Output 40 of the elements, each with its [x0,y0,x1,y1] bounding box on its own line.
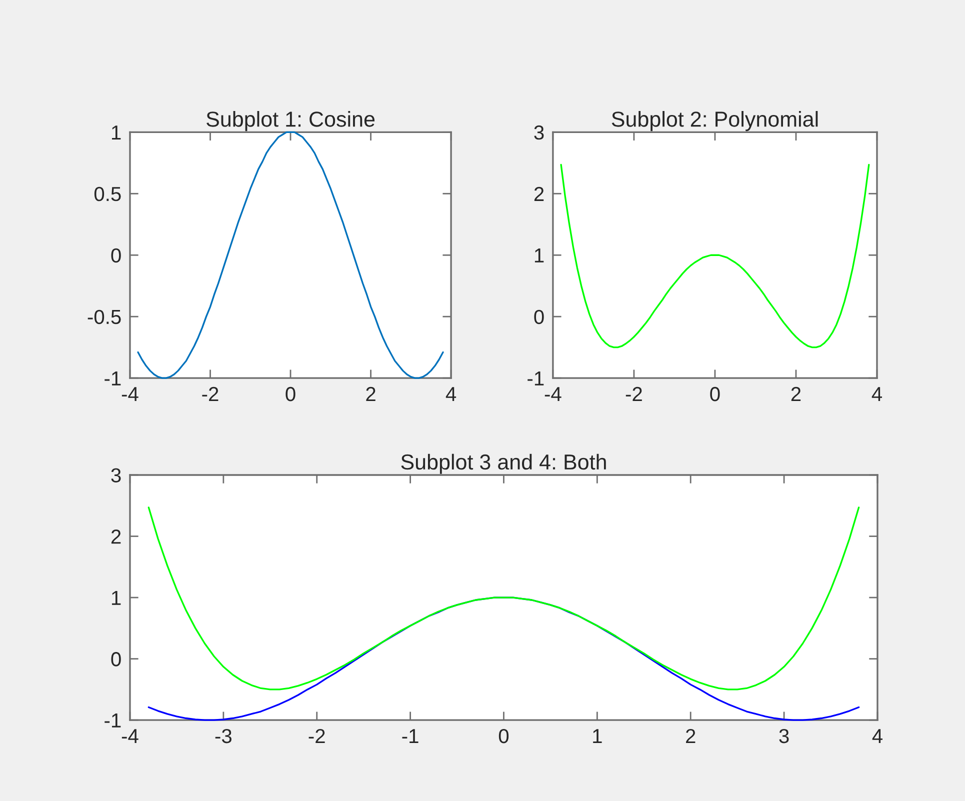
x-tick-label: -4 [122,729,138,744]
y-tick-label: 2 [534,186,544,201]
y-tick-label: 2 [111,530,121,544]
x-tick-label: -2 [202,386,218,401]
x-tick-label: 2 [366,386,376,401]
x-tick-label: 0 [710,386,720,402]
y-tick-label: 0 [534,310,544,324]
line-series [148,506,860,690]
x-tick-label: 2 [686,728,696,744]
x-tick-label: 1 [593,729,602,744]
line-series [137,131,444,379]
x-tick-label: -3 [215,728,232,744]
line-series [560,164,870,348]
x-tick-label: 3 [779,728,789,744]
y-tick-label: -0.5 [88,310,121,324]
x-tick-label: 0 [498,728,509,744]
x-tick-label: 4 [446,387,456,401]
y-tick-label: 3 [111,468,121,482]
chart-title: Subplot 1: Cosine [206,111,375,132]
x-tick-label: -2 [308,728,325,744]
chart-title: Subplot 3 and 4: Both [401,454,606,474]
y-tick-label: 0.5 [94,186,121,202]
x-tick-label: 4 [872,387,882,401]
y-tick-label: 0 [111,248,121,263]
y-tick-label: 1 [534,248,544,262]
chart-title: Subplot 2: Polynomial [612,111,818,132]
y-tick-label: 3 [534,125,544,140]
x-tick-label: 2 [791,386,801,401]
x-tick-label: -2 [626,386,642,401]
y-tick-label: -1 [104,714,121,728]
x-tick-label: 4 [872,729,882,744]
y-tick-label: -1 [528,372,544,386]
y-tick-label: 0 [111,652,121,666]
y-tick-label: 1 [112,126,121,140]
x-tick-label: -4 [544,387,562,401]
y-tick-label: -1 [104,372,121,386]
x-tick-label: 0 [286,386,296,402]
y-tick-label: 1 [112,590,121,605]
x-tick-label: -1 [402,729,418,744]
x-tick-label: -4 [122,387,138,401]
